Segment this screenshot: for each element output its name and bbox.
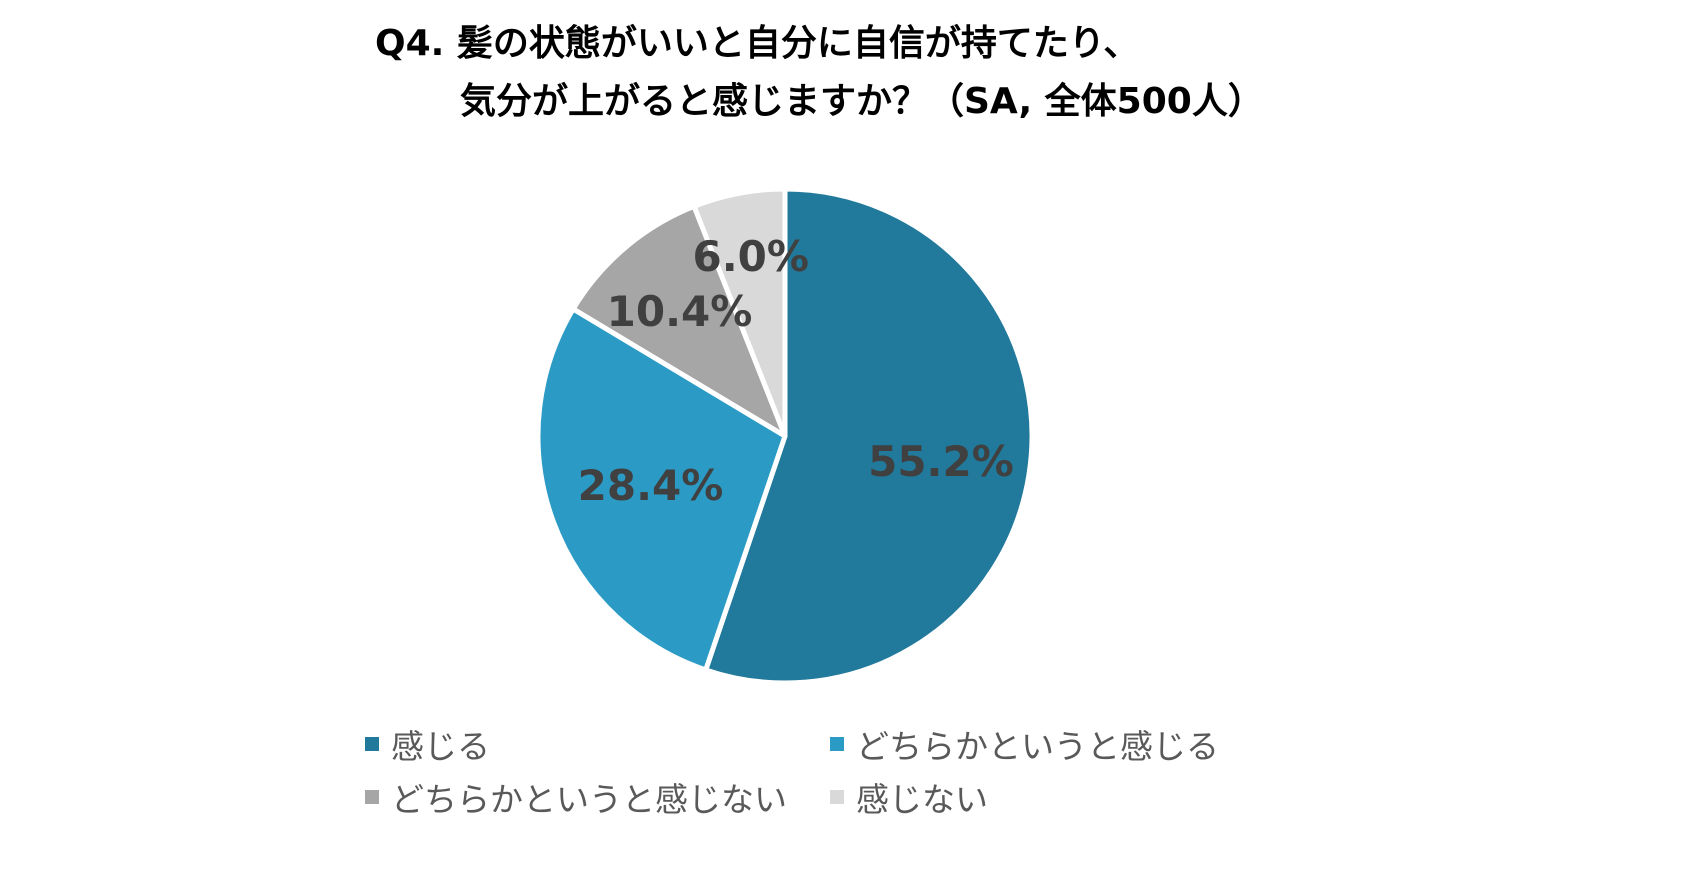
data-label-kanjiru: 55.2% [868,437,1014,486]
data-label-dochiraka-kanjinai: 10.4% [607,287,753,336]
data-label-kanjinai: 6.0% [693,232,809,281]
chart-title-line-2: 気分が上がると感じますか？（SA, 全体500人） [460,81,1264,122]
pie-slice-kanjinai [691,186,788,439]
chart-title-line-1: Q4. 髪の状態がいいと自分に自信が持てたり、 [375,23,1140,64]
pie-slice-dochiraka-kanjinai [570,203,788,439]
data-label-dochiraka-kanjiru: 28.4% [578,461,724,510]
